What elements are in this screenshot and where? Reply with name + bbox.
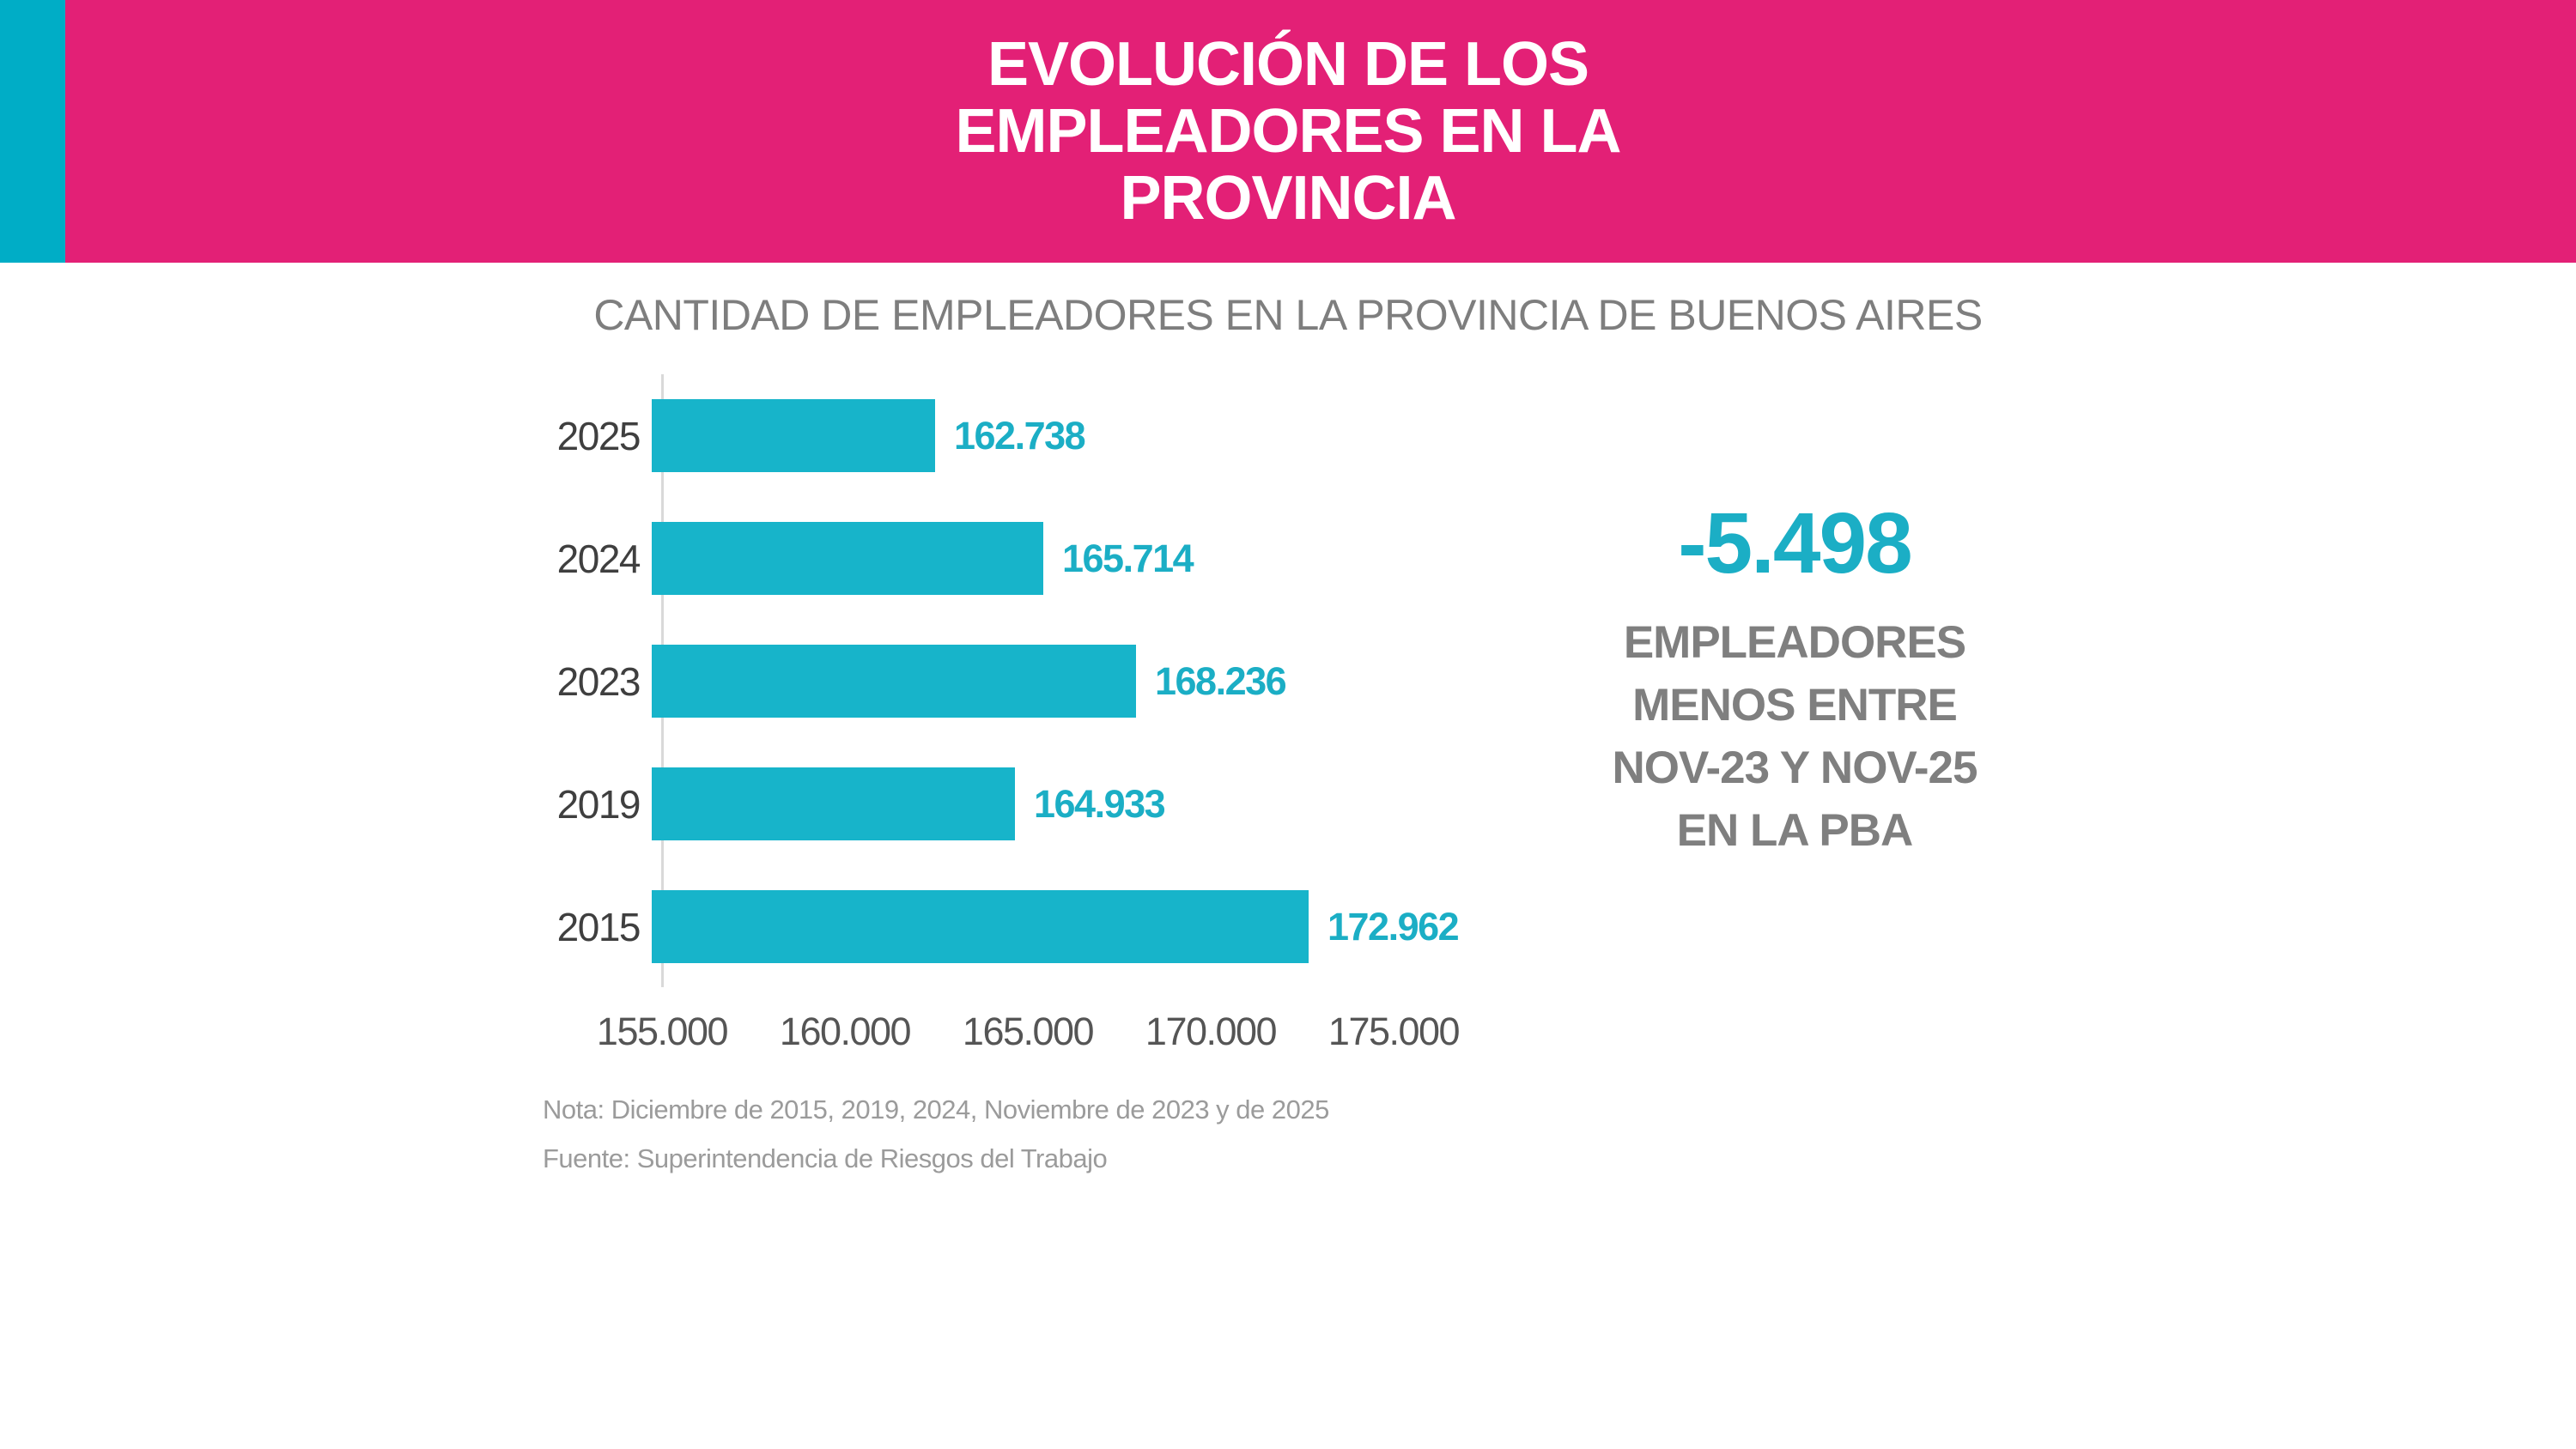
header-accent-block	[0, 0, 65, 263]
x-axis-tick-label: 175.000	[1327, 1009, 1461, 1053]
chart-notes: Nota: Diciembre de 2015, 2019, 2024, Nov…	[543, 1085, 1329, 1183]
chart-bar-row: 2025 162.738	[515, 374, 1458, 497]
callout-line-1: EMPLEADORES	[1623, 617, 1966, 668]
chart-title: CANTIDAD DE EMPLEADORES EN LA PROVINCIA …	[593, 291, 1983, 339]
x-axis-tick-label: 165.000	[962, 1009, 1095, 1053]
page-title-line-3: PROVINCIA	[1120, 164, 1456, 233]
value-label: 168.236	[1155, 658, 1287, 703]
bar-chart: 2025 162.738 2024 165.714 2023 168.236 2019 164…	[515, 374, 2061, 1147]
page-title-line-2: EMPLEADORES EN LA	[955, 97, 1621, 166]
category-label: 2019	[556, 781, 641, 827]
chart-bar-row: 2015 172.962	[515, 865, 1460, 988]
category-label: 2015	[556, 904, 641, 949]
x-axis-tick-label: 160.000	[779, 1009, 912, 1053]
chart-bar	[652, 767, 1015, 840]
value-label: 164.933	[1034, 781, 1166, 826]
category-label: 2025	[556, 413, 641, 458]
value-label: 162.738	[954, 413, 1086, 458]
chart-bar-row: 2024 165.714	[515, 497, 1458, 620]
chart-bar-row: 2023 168.236	[515, 620, 1458, 743]
callout-value: -5.498	[1678, 495, 1913, 591]
x-axis: 155.000 160.000 165.000 170.000 175.000	[515, 1009, 2061, 1061]
value-label: 165.714	[1062, 536, 1194, 580]
chart-source: Fuente: Superintendencia de Riesgos del …	[543, 1143, 1108, 1173]
page-title-line-1: EVOLUCIÓN DE LOS	[987, 30, 1589, 99]
chart-bar	[652, 890, 1309, 963]
x-axis-tick-label: 170.000	[1145, 1009, 1278, 1053]
chart-bar	[652, 645, 1136, 718]
chart-bar	[652, 399, 935, 472]
callout-line-4: EN LA PBA	[1676, 805, 1914, 856]
value-label: 172.962	[1327, 904, 1460, 949]
callout: -5.498 EMPLEADORES MENOS ENTRE NOV-23 Y …	[1584, 496, 2005, 862]
callout-line-3: NOV-23 Y NOV-25	[1612, 743, 1978, 793]
chart-bar-row: 2019 164.933	[515, 743, 1458, 865]
bar-rows: 2025 162.738 2024 165.714 2023 168.236 2019 164…	[515, 374, 1460, 988]
chart-note: Nota: Diciembre de 2015, 2019, 2024, Nov…	[543, 1094, 1329, 1125]
chart-bar	[652, 522, 1043, 595]
x-axis-tick-label: 155.000	[596, 1009, 729, 1053]
category-label: 2024	[556, 536, 641, 581]
category-label: 2023	[556, 658, 641, 704]
callout-text: EMPLEADORES MENOS ENTRE NOV-23 Y NOV-25 …	[1584, 611, 2005, 862]
callout-line-2: MENOS ENTRE	[1632, 680, 1958, 731]
header-banner: EVOLUCIÓN DE LOS EMPLEADORES EN LA PROVI…	[0, 0, 2576, 263]
